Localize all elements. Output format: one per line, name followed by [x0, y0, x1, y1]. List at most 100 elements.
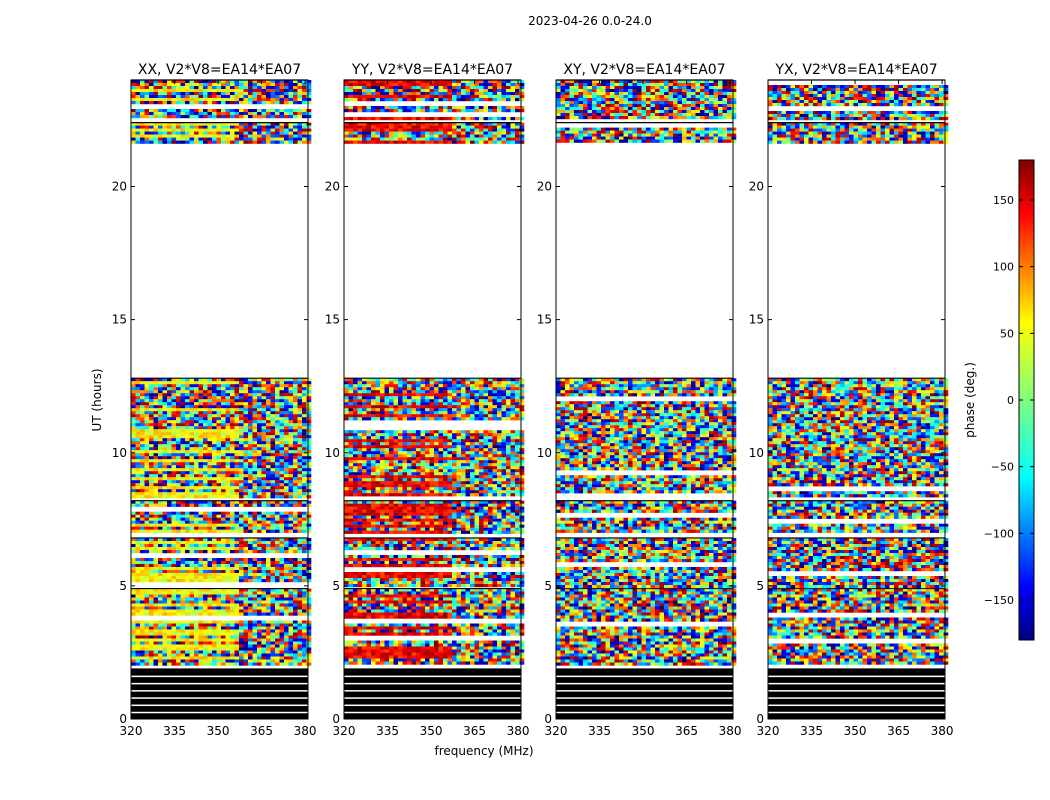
colorbar-tick-label: −150 [984, 594, 1014, 607]
x-tick-label: 380 [507, 724, 530, 738]
panel-frame [555, 79, 734, 720]
data-segment [131, 500, 312, 533]
flag-gap [344, 711, 521, 714]
flag-gap [131, 697, 308, 699]
y-tick-label: 20 [537, 180, 552, 194]
x-tick-label: 365 [250, 724, 273, 738]
panel-frame [130, 79, 309, 720]
data-segment [556, 378, 737, 494]
data-segment [344, 80, 525, 121]
data-segment [556, 127, 737, 143]
flag-gap [131, 711, 308, 714]
data-segment [768, 500, 949, 533]
colorbar-tick-label: 50 [1000, 327, 1014, 340]
data-segment [556, 80, 737, 120]
data-segment [344, 538, 525, 588]
x-tick-label: 350 [207, 724, 230, 738]
x-tick-label: 350 [420, 724, 443, 738]
flag-gap [556, 675, 733, 678]
data-segment [768, 538, 949, 589]
panel-xy: XY, V2*V8=EA14*EA07 320 335 350 365 380 0 5 10 15… [537, 62, 742, 738]
flag-gap [768, 711, 945, 714]
panel-title: XX, V2*V8=EA14*EA07 [138, 62, 301, 78]
x-tick-label: 320 [757, 724, 780, 738]
data-segment [344, 122, 525, 144]
x-tick-label: 335 [800, 724, 823, 738]
data-segment [131, 122, 312, 144]
colorbar-label: phase (deg.) [963, 362, 977, 438]
y-tick-label: 15 [112, 313, 127, 327]
figure-title: 2023-04-26 0.0-24.0 [528, 14, 652, 28]
panel-yx: YX, V2*V8=EA14*EA07 320 335 350 365 380 0 5 10 15… [749, 62, 954, 738]
data-segment [768, 122, 949, 144]
y-tick-label: 15 [325, 313, 340, 327]
panel-yy: YY, V2*V8=EA14*EA07 320 335 350 365 380 0 5 10 15… [325, 62, 530, 738]
flag-gap [768, 690, 945, 692]
flag-gap [768, 697, 945, 699]
data-segment [344, 588, 525, 665]
flag-gap [556, 711, 733, 714]
colorbar-tick-label: 100 [993, 261, 1014, 274]
y-tick-label: 10 [325, 446, 340, 460]
y-tick-label: 0 [332, 712, 340, 726]
y-tick-label: 5 [544, 579, 552, 593]
flag-gap [556, 682, 733, 685]
x-tick-label: 335 [588, 724, 611, 738]
y-axis-label: UT (hours) [90, 368, 104, 431]
data-segment [131, 80, 312, 119]
flag-gap [344, 675, 521, 678]
x-tick-label: 380 [719, 724, 742, 738]
y-tick-label: 0 [544, 712, 552, 726]
flag-gap [556, 697, 733, 699]
data-segment [344, 500, 525, 534]
x-tick-label: 320 [333, 724, 356, 738]
x-tick-label: 335 [376, 724, 399, 738]
data-segment [344, 378, 525, 497]
data-segment [131, 538, 312, 583]
y-tick-label: 0 [756, 712, 764, 726]
panel-title: XY, V2*V8=EA14*EA07 [563, 62, 725, 78]
x-axis-label: frequency (MHz) [434, 744, 533, 758]
y-tick-label: 10 [537, 446, 552, 460]
flag-gap [131, 682, 308, 685]
flag-gap [556, 704, 733, 707]
x-tick-label: 380 [931, 724, 954, 738]
panel-xx: XX, V2*V8=EA14*EA07 320 335 350 365 380 0 5 10 15… [112, 62, 317, 738]
colorbar: −150 −100 −50 0 50 100 150 [984, 159, 1035, 641]
data-segment [768, 85, 949, 121]
y-tick-label: 10 [112, 446, 127, 460]
flag-gap [556, 690, 733, 692]
colorbar-tick-label: −100 [984, 527, 1014, 540]
data-segment [768, 378, 949, 498]
x-tick-label: 365 [463, 724, 486, 738]
data-segment [556, 588, 737, 666]
x-tick-label: 350 [632, 724, 655, 738]
flag-gap [131, 690, 308, 692]
x-tick-label: 320 [120, 724, 143, 738]
flag-gap [768, 682, 945, 685]
x-tick-label: 335 [163, 724, 186, 738]
flag-gap [344, 697, 521, 699]
y-tick-label: 15 [537, 313, 552, 327]
y-tick-label: 0 [119, 712, 127, 726]
y-tick-label: 15 [749, 313, 764, 327]
data-segment [556, 538, 737, 589]
data-segment [556, 500, 737, 533]
y-tick-label: 5 [119, 579, 127, 593]
y-tick-label: 20 [112, 180, 127, 194]
y-tick-label: 20 [325, 180, 340, 194]
flag-gap [344, 704, 521, 707]
panel-title: YX, V2*V8=EA14*EA07 [774, 62, 937, 78]
x-tick-label: 365 [887, 724, 910, 738]
x-tick-label: 320 [545, 724, 568, 738]
colorbar-tick-label: 0 [1007, 394, 1014, 407]
data-segment [768, 588, 949, 665]
x-tick-label: 365 [675, 724, 698, 738]
panel-frame [343, 79, 522, 720]
flag-gap [768, 675, 945, 678]
data-segment [131, 588, 312, 666]
flag-gap [768, 704, 945, 707]
flag-gap [131, 704, 308, 707]
